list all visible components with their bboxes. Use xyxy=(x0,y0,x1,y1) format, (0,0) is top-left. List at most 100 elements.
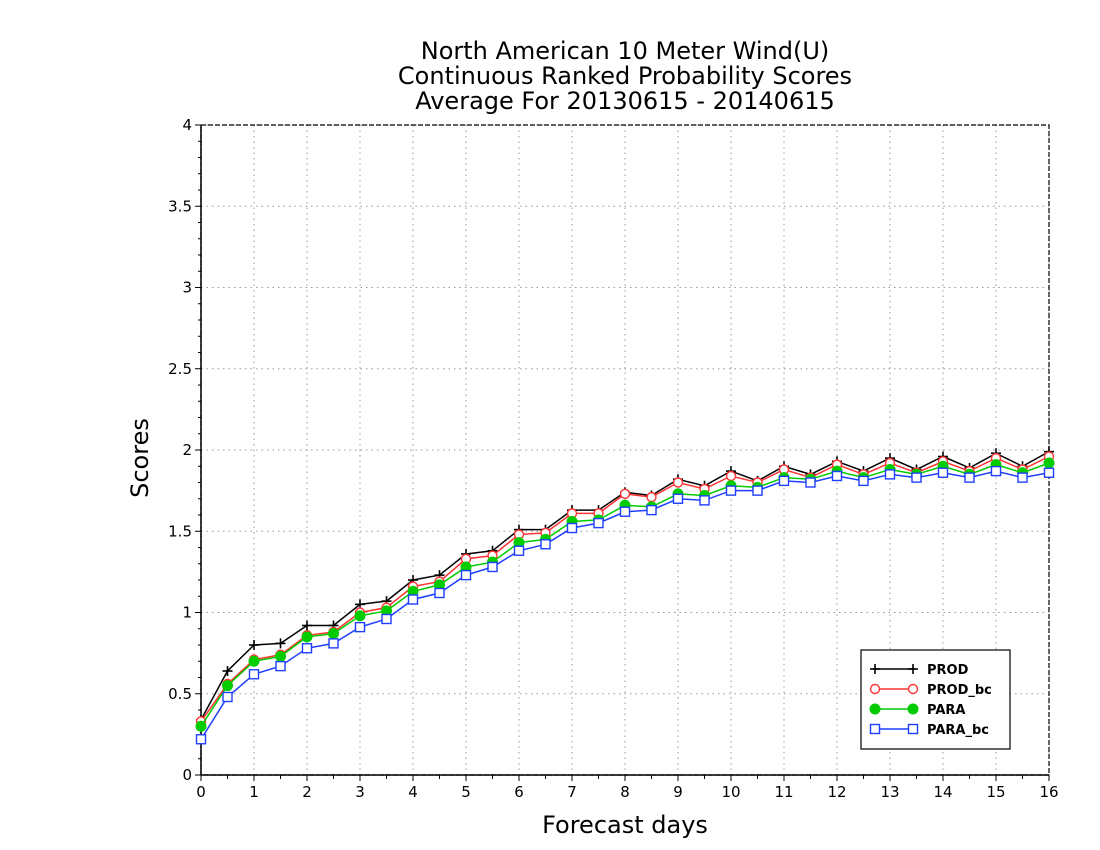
data-point xyxy=(328,638,339,649)
data-point xyxy=(513,545,525,556)
x-tick-label: 9 xyxy=(673,783,683,801)
data-point xyxy=(1017,472,1028,483)
data-point xyxy=(937,467,949,478)
legend-label: PROD_bc xyxy=(927,683,992,698)
data-point xyxy=(302,620,312,631)
data-point xyxy=(752,485,763,496)
x-tick-label: 11 xyxy=(774,783,793,801)
chart-title-line-3: Average For 20130615 - 20140615 xyxy=(415,87,835,115)
x-tick-label: 8 xyxy=(620,783,630,801)
data-point xyxy=(487,561,498,573)
x-tick-label: 16 xyxy=(1039,783,1058,801)
data-point xyxy=(725,485,737,496)
data-point xyxy=(566,522,578,534)
legend-label: PROD xyxy=(927,663,969,678)
data-point xyxy=(619,506,631,517)
series-para-bc xyxy=(195,465,1055,745)
legend-box xyxy=(860,649,1011,750)
chart-title-line-1: North American 10 Meter Wind(U) xyxy=(421,37,830,65)
x-tick-label: 4 xyxy=(408,783,418,801)
y-tick-label: 2.5 xyxy=(168,360,192,378)
legend-marker xyxy=(907,683,919,695)
data-point xyxy=(248,655,260,667)
data-point xyxy=(275,638,286,649)
data-point xyxy=(911,472,922,483)
data-point xyxy=(301,643,313,654)
y-tick-label: 0.5 xyxy=(168,685,192,703)
legend-item: PROD_bc xyxy=(869,683,992,698)
legend-marker xyxy=(870,664,880,674)
data-point xyxy=(354,621,366,633)
legend-label: PARA xyxy=(927,703,965,718)
x-tick-label: 1 xyxy=(249,783,259,801)
data-point xyxy=(1043,457,1055,469)
data-point xyxy=(540,539,551,550)
data-point xyxy=(593,517,604,529)
data-point xyxy=(275,650,286,662)
data-point xyxy=(884,469,896,480)
legend-label: PARA_bc xyxy=(927,723,989,738)
data-point xyxy=(646,504,657,516)
y-tick-label: 0 xyxy=(182,766,192,784)
axes: 0 1 2 3 4 5 6 7 8 9 10 11 12 13 14 15 1600.511.522.533.5… xyxy=(168,116,1058,801)
data-point xyxy=(460,569,472,581)
x-tick-label: 12 xyxy=(827,783,846,801)
data-point xyxy=(354,610,366,622)
x-tick-label: 10 xyxy=(721,783,740,801)
x-tick-label: 5 xyxy=(461,783,471,801)
legend-marker xyxy=(907,703,919,715)
data-point xyxy=(646,491,657,503)
x-axis-title: Forecast days xyxy=(542,811,708,839)
legend-marker xyxy=(869,683,881,695)
y-tick-label: 3 xyxy=(182,279,192,297)
data-point xyxy=(195,734,207,745)
chart-title-line-2: Continuous Ranked Probability Scores xyxy=(398,62,852,90)
data-point xyxy=(672,477,684,488)
data-point xyxy=(778,475,790,487)
data-point xyxy=(222,680,233,692)
data-point xyxy=(672,493,684,504)
data-point xyxy=(990,465,1002,477)
y-tick-label: 2 xyxy=(182,441,192,459)
y-tick-label: 3.5 xyxy=(168,197,192,215)
legend-marker xyxy=(908,664,918,674)
data-point xyxy=(699,495,710,506)
legend-marker xyxy=(869,723,881,735)
x-tick-label: 0 xyxy=(196,783,206,801)
x-tick-label: 6 xyxy=(514,783,524,801)
series-lines xyxy=(195,446,1055,745)
data-point xyxy=(301,631,313,643)
x-tick-label: 3 xyxy=(355,783,365,801)
data-point xyxy=(831,470,843,482)
x-tick-label: 15 xyxy=(986,783,1005,801)
data-point xyxy=(407,594,419,605)
data-point xyxy=(249,640,259,650)
legend-item: PROD xyxy=(870,663,969,678)
y-axis-title: Scores xyxy=(126,418,154,498)
data-point xyxy=(328,628,339,640)
y-tick-label: 1 xyxy=(182,604,192,622)
legend-item: PARA xyxy=(869,703,965,718)
legend: PROD PROD_bc PARA PARA_bc xyxy=(860,649,1011,750)
data-point xyxy=(275,660,286,672)
data-point xyxy=(964,472,975,483)
legend-item: PARA_bc xyxy=(869,723,989,738)
data-point xyxy=(619,488,631,500)
data-point xyxy=(434,587,445,599)
data-point xyxy=(381,613,392,625)
data-point xyxy=(222,691,233,703)
data-point xyxy=(725,470,737,482)
legend-marker xyxy=(869,703,881,715)
x-tick-label: 14 xyxy=(933,783,952,801)
y-tick-label: 4 xyxy=(182,116,192,134)
data-point xyxy=(195,720,207,732)
y-tick-label: 1.5 xyxy=(168,522,192,540)
data-point xyxy=(1043,467,1055,478)
x-tick-label: 7 xyxy=(567,783,577,801)
x-tick-label: 2 xyxy=(302,783,312,801)
data-point xyxy=(805,477,816,488)
data-point xyxy=(858,475,869,487)
x-tick-label: 13 xyxy=(880,783,899,801)
legend-marker xyxy=(907,723,919,735)
